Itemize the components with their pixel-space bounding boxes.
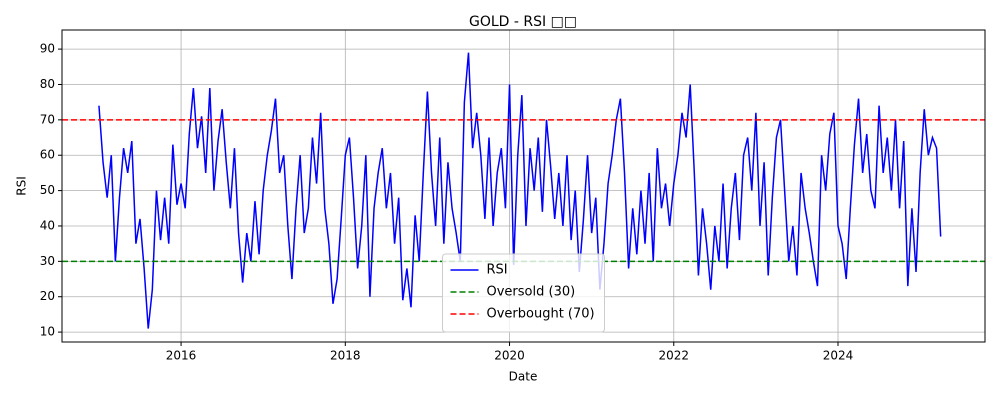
y-tick-label: 80 (40, 77, 55, 91)
y-tick-label: 20 (40, 289, 55, 303)
y-tick-label: 90 (40, 42, 55, 56)
y-tick-label: 50 (40, 183, 55, 197)
y-tick-label: 40 (40, 218, 55, 232)
x-tick-label: 2022 (659, 349, 690, 363)
x-axis-label: Date (509, 370, 538, 384)
rsi-line (98, 52, 942, 329)
legend-label: Overbought (70) (487, 307, 595, 322)
legend-label: Oversold (30) (487, 285, 576, 300)
y-axis-label: RSI (15, 176, 29, 196)
legend-box (442, 253, 605, 333)
y-tick-label: 70 (40, 112, 55, 126)
plot-frame (61, 29, 986, 343)
x-tick-label: 2016 (166, 349, 197, 363)
x-tick-label: 2024 (823, 349, 854, 363)
y-tick-label: 60 (40, 148, 55, 162)
legend-label: RSI (487, 263, 508, 278)
chart-title: GOLD - RSI □□ (469, 14, 577, 30)
y-tick-label: 10 (40, 325, 55, 339)
y-tick-label: 30 (40, 254, 55, 268)
x-tick-label: 2020 (494, 349, 525, 363)
x-tick-label: 2018 (330, 349, 361, 363)
